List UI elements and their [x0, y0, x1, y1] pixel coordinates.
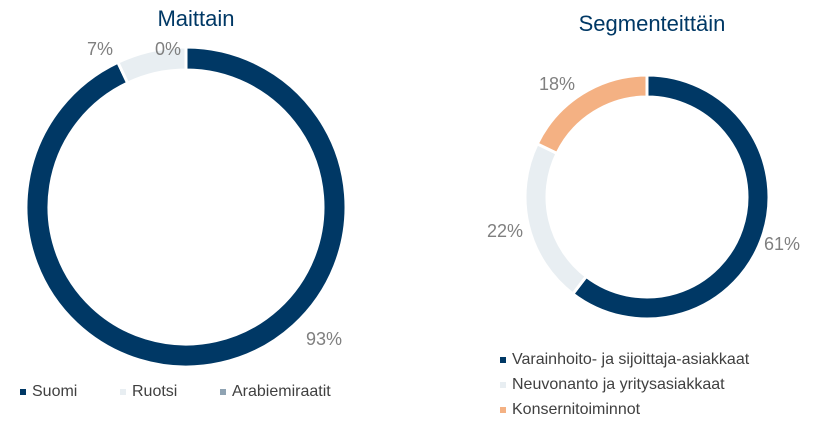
data-label: 22%	[487, 221, 523, 241]
legend-marker	[120, 389, 126, 395]
legend-label: Neuvonanto ja yritysasiakkaat	[512, 376, 725, 393]
data-label: 0%	[155, 39, 181, 59]
legend-label: Arabiemiraatit	[232, 383, 331, 400]
chart-title: Segmenteittäin	[579, 11, 726, 36]
donut-slice	[535, 73, 649, 156]
donut-slice	[24, 45, 348, 369]
data-label: 61%	[764, 234, 800, 254]
legend-label: Ruotsi	[132, 383, 177, 400]
legend-label: Konsernitoiminnot	[512, 401, 641, 418]
legend-label: Varainhoito- ja sijoittaja-asiakkaat	[512, 351, 750, 368]
legend-marker	[220, 389, 226, 395]
donut-slice	[523, 141, 589, 296]
data-label: 93%	[306, 329, 342, 349]
legend-marker	[20, 389, 26, 395]
legend-label: Suomi	[32, 383, 77, 400]
donut-slice	[570, 73, 771, 321]
legend-marker	[500, 407, 506, 413]
legend-marker	[500, 357, 506, 363]
data-label: 7%	[87, 39, 113, 59]
data-label: 18%	[539, 74, 575, 94]
chart-title: Maittain	[157, 6, 234, 31]
legend-marker	[500, 382, 506, 388]
